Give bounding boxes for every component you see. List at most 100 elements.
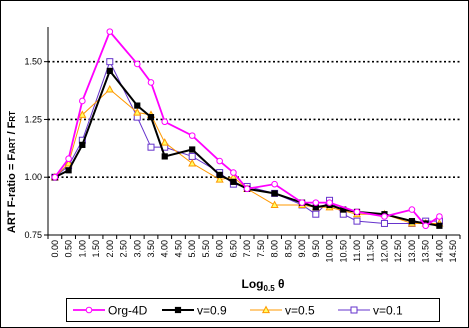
x-tick-label-22: 11.00 — [352, 240, 362, 262]
series-3-point-3 — [106, 58, 114, 66]
series-0-point-15 — [353, 208, 361, 216]
series-0 — [51, 28, 443, 230]
series-1-point-1 — [65, 167, 72, 174]
x-tick-label-1: 0.50 — [64, 240, 74, 258]
series-0-point-10 — [243, 185, 251, 193]
series-2-point-3 — [105, 84, 114, 93]
legend-marker-0 — [85, 306, 93, 314]
x-tick-label-10: 5.00 — [187, 240, 197, 258]
legend: Org-4D v=0.9 v=0.5 v=0.1 — [66, 298, 440, 322]
series-0-point-4 — [133, 60, 141, 68]
x-tick-label-5: 2.50 — [119, 240, 129, 258]
series-3-point-5 — [147, 143, 155, 151]
series-0-point-11 — [271, 180, 278, 188]
series-0-point-19 — [436, 213, 443, 220]
y-tick-label-0: 0.75 — [24, 230, 42, 240]
x-tick-label-16: 8.00 — [270, 240, 280, 258]
series-1-point-20 — [436, 222, 443, 229]
series-2-point-6 — [160, 138, 169, 146]
series-1-point-18 — [408, 218, 416, 225]
x-tick-label-13: 6.50 — [228, 240, 238, 258]
series-0-point-6 — [161, 118, 169, 126]
series-2-point-8 — [215, 175, 224, 183]
x-tick-labels: 0.00 0.50 1.00 1.50 2.00 2.50 3.00 3.50 4.00 4.50… — [50, 240, 458, 263]
x-axis-title-sub: 0.5 — [264, 284, 276, 293]
series-0-point-17 — [408, 206, 416, 213]
x-tick-label-11: 5.50 — [201, 240, 211, 258]
x-tick-label-2: 1.00 — [77, 240, 87, 258]
y-tick-label-2: 1.25 — [24, 114, 42, 124]
x-tick-label-18: 9.00 — [297, 240, 307, 258]
y-tick-label-3: 1.50 — [24, 57, 42, 67]
x-tick-label-6: 3.00 — [132, 240, 142, 258]
series-0-point-18 — [422, 222, 429, 230]
series-0-point-2 — [79, 97, 86, 105]
series-1-point-7 — [189, 146, 196, 153]
series-3-point-7 — [188, 152, 196, 160]
x-tick-label-26: 13.00 — [407, 240, 417, 263]
legend-item-3: v=0.1 — [338, 304, 403, 318]
series-0-point-13 — [312, 199, 320, 206]
series-1-point-9 — [230, 178, 237, 185]
legend-marker-3 — [350, 306, 358, 314]
x-tick-label-28: 14.00 — [434, 240, 444, 263]
x-tick-label-27: 13.50 — [421, 240, 431, 263]
legend-label-3: v=0.1 — [373, 304, 403, 318]
series-0-point-16 — [381, 213, 388, 220]
x-tick-label-23: 11.50 — [366, 240, 376, 262]
x-tick-label-3: 1.50 — [91, 240, 101, 258]
legend-label-2: v=0.5 — [285, 304, 315, 318]
legend-item-0: Org-4D — [73, 304, 148, 318]
series-1-point-3 — [106, 67, 113, 75]
axes — [44, 27, 461, 239]
x-tick-label-4: 2.00 — [105, 240, 115, 258]
x-tick-label-0: 0.00 — [50, 240, 60, 258]
series-0-point-0 — [51, 173, 59, 181]
series-line-0 — [54, 29, 440, 227]
y-tick-label-1: 1.00 — [24, 172, 42, 182]
x-tick-label-15: 7.50 — [256, 240, 266, 258]
y-axis-title-sub1: ART — [8, 137, 17, 154]
x-tick-label-8: 4.00 — [160, 240, 170, 258]
x-tick-label-25: 12.50 — [393, 240, 403, 263]
series-1-point-4 — [134, 102, 141, 109]
x-tick-label-7: 3.50 — [146, 240, 156, 258]
y-axis-title-sub2: RT — [8, 111, 17, 122]
y-axis-title: ART F-ratio = FART / FRT — [6, 111, 18, 233]
series-1-point-11 — [271, 190, 278, 197]
series-0-point-8 — [216, 157, 223, 165]
gridlines — [48, 60, 460, 179]
x-tick-label-9: 4.50 — [173, 240, 183, 258]
series-3-point-17 — [380, 219, 388, 227]
series-0-point-5 — [147, 79, 155, 86]
series-0-point-1 — [65, 155, 72, 163]
x-tick-label-19: 9.50 — [311, 240, 321, 258]
x-tick-label-29: 14.50 — [448, 240, 458, 263]
series-1-point-5 — [147, 114, 155, 121]
series-2-point-7 — [188, 158, 197, 167]
legend-marker-2 — [261, 305, 271, 314]
series-3-point-16 — [353, 217, 361, 225]
legend-label-1: v=0.9 — [197, 304, 227, 318]
legend-item-2: v=0.5 — [250, 304, 315, 318]
x-tick-label-20: 10.00 — [325, 240, 335, 263]
series-2-point-2 — [78, 110, 87, 118]
x-tick-label-12: 6.00 — [215, 240, 225, 258]
legend-marker-1 — [174, 306, 182, 314]
series-0-point-7 — [188, 132, 196, 139]
x-tick-label-21: 10.50 — [338, 240, 348, 263]
series-group — [50, 28, 444, 230]
x-tick-label-14: 7.00 — [242, 240, 252, 258]
series-0-point-14 — [326, 199, 333, 206]
series-1-point-6 — [161, 153, 168, 160]
series-2-point-4 — [133, 108, 142, 116]
series-0-point-9 — [230, 169, 237, 176]
series-3-point-13 — [312, 210, 320, 218]
x-axis-title: Log0.5 θ — [242, 277, 285, 293]
x-tick-label-17: 8.50 — [283, 240, 293, 258]
series-0-point-12 — [298, 199, 306, 206]
series-1-point-2 — [79, 141, 86, 148]
